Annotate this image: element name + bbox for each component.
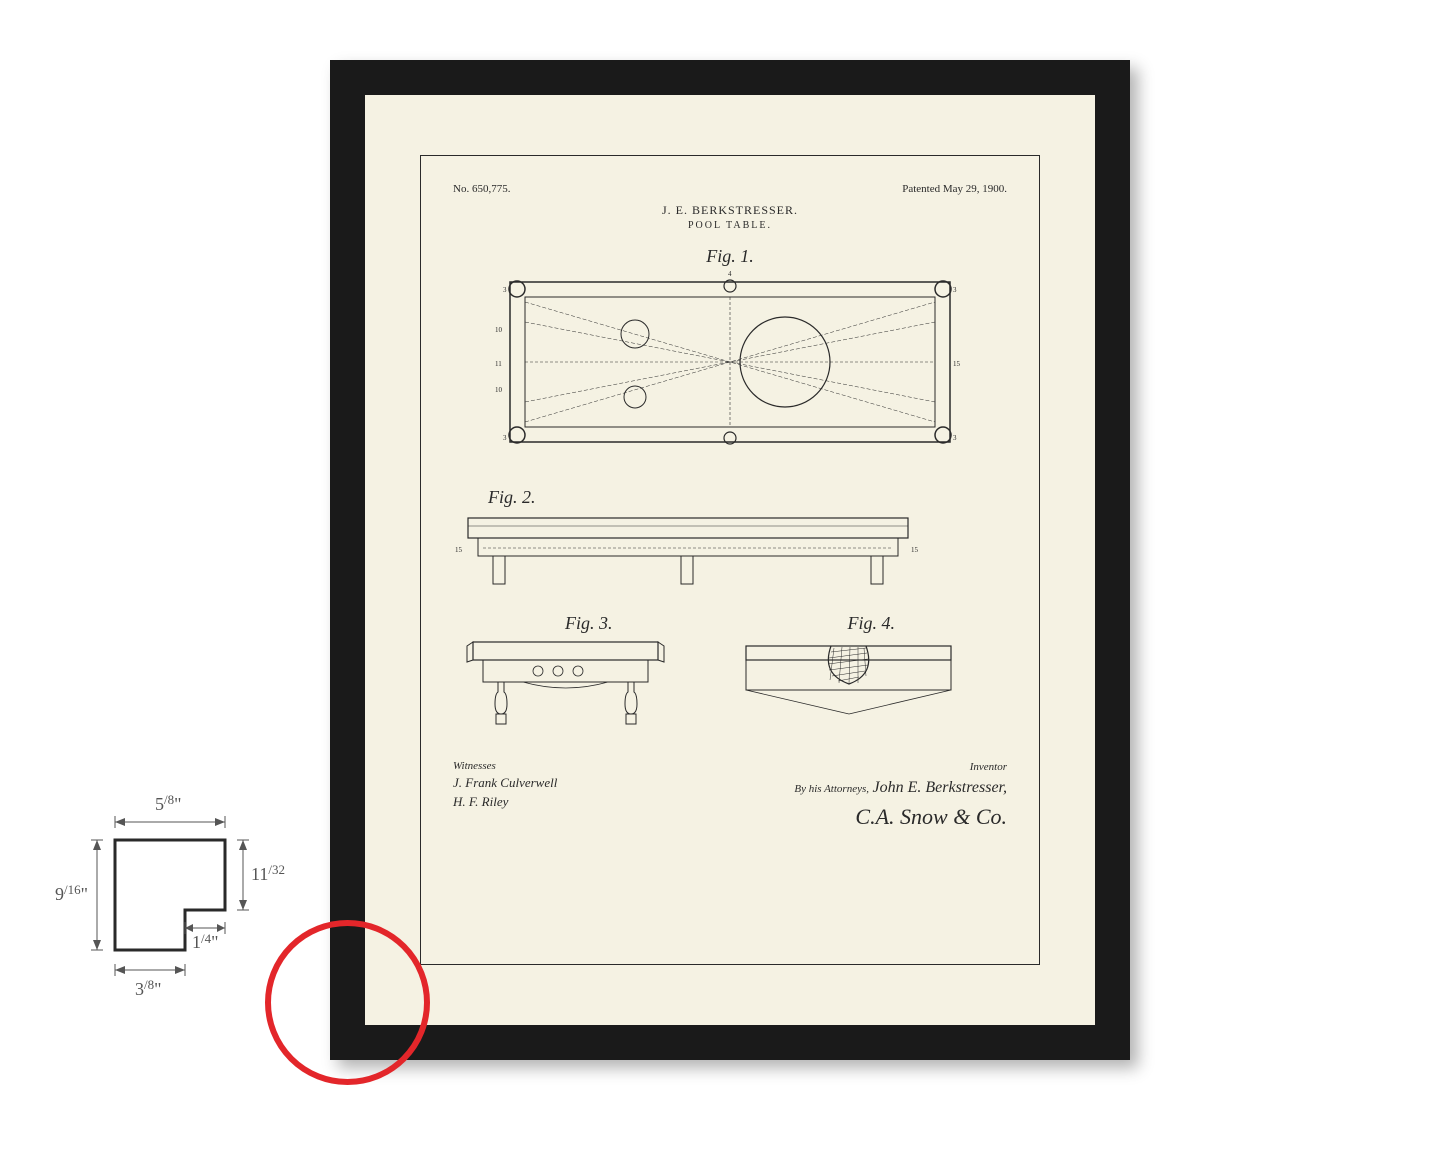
inventor-signature: John E. Berkstresser, — [873, 779, 1008, 796]
frame-corner-callout — [265, 920, 430, 1085]
fig2-label: Fig. 2. — [488, 487, 1007, 508]
mat-inner-rule: No. 650,775. Patented May 29, 1900. J. E… — [420, 155, 1040, 965]
figures-3-4-row: Fig. 3. — [453, 613, 1007, 734]
dim-top: 5/8" — [155, 792, 181, 814]
svg-text:4: 4 — [728, 270, 732, 278]
patent-number: No. 650,775. — [453, 183, 510, 195]
black-frame: No. 650,775. Patented May 29, 1900. J. E… — [330, 60, 1130, 1060]
svg-text:15: 15 — [455, 546, 463, 554]
dim-right: 11/32" — [251, 862, 285, 884]
inventor-block: Inventor By his Attorneys, John E. Berks… — [794, 759, 1007, 833]
inventor-label: Inventor — [794, 759, 1007, 776]
patent-header: No. 650,775. Patented May 29, 1900. — [453, 183, 1007, 195]
inventor-name-header: J. E. BERKSTRESSER. — [453, 203, 1007, 218]
fig4-label: Fig. 4. — [736, 613, 1007, 634]
patent-title-block: J. E. BERKSTRESSER. POOL TABLE. — [453, 203, 1007, 231]
svg-text:10: 10 — [495, 386, 503, 394]
signature-block: Witnesses J. Frank Culverwell H. F. Rile… — [453, 759, 1007, 833]
fig3-drawing — [453, 634, 678, 729]
dim-bottom: 3/8" — [135, 977, 161, 999]
invention-title: POOL TABLE. — [453, 220, 1007, 231]
svg-text:3: 3 — [503, 286, 507, 294]
fig4-drawing — [736, 634, 961, 729]
svg-text:10: 10 — [495, 326, 503, 334]
witness-1: J. Frank Culverwell — [453, 774, 557, 792]
witnesses-block: Witnesses J. Frank Culverwell H. F. Rile… — [453, 759, 557, 833]
mat-board: No. 650,775. Patented May 29, 1900. J. E… — [365, 95, 1095, 1025]
fig3-label: Fig. 3. — [453, 613, 724, 634]
framed-patent-print: No. 650,775. Patented May 29, 1900. J. E… — [330, 60, 1130, 1060]
svg-text:3: 3 — [953, 286, 957, 294]
dim-left: 9/16" — [55, 882, 88, 904]
fig1-drawing: 3 3 3 3 4 10 11 10 15 — [495, 262, 965, 462]
svg-text:11: 11 — [495, 360, 502, 368]
attorney-signature: C.A. Snow & Co. — [794, 800, 1007, 833]
patent-drawing-sheet: No. 650,775. Patented May 29, 1900. J. E… — [423, 158, 1037, 962]
svg-text:15: 15 — [911, 546, 919, 554]
by-attorneys-label: By his Attorneys, — [794, 783, 869, 795]
figure-4: Fig. 4. — [736, 613, 1007, 734]
svg-text:3: 3 — [953, 434, 957, 442]
dim-step: 1/4" — [192, 931, 218, 952]
svg-text:3: 3 — [503, 434, 507, 442]
figure-1: Fig. 1. — [453, 246, 1007, 467]
svg-text:15: 15 — [953, 360, 961, 368]
frame-profile-diagram: 5/8" 9/16" 11/32" 1/4" 3/8" — [55, 780, 285, 1010]
frame-profile-svg: 5/8" 9/16" 11/32" 1/4" 3/8" — [55, 780, 285, 1010]
fig2-drawing: 15 15 — [453, 508, 923, 588]
figure-3: Fig. 3. — [453, 613, 724, 734]
witnesses-label: Witnesses — [453, 759, 557, 774]
witness-2: H. F. Riley — [453, 793, 557, 811]
figure-2: Fig. 2. — [453, 487, 1007, 593]
patent-date: Patented May 29, 1900. — [902, 183, 1007, 195]
